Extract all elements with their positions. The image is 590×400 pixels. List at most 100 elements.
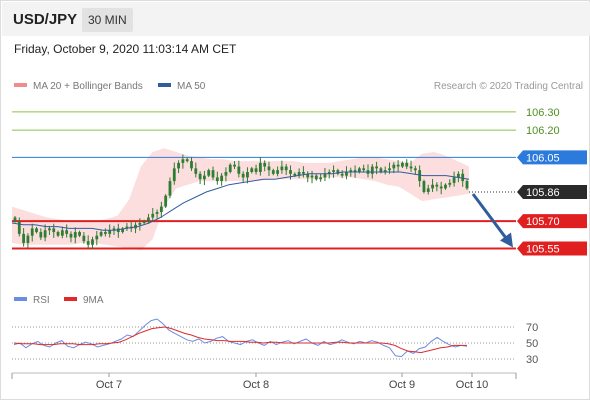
forecast-arrow-head [500, 232, 513, 248]
candle-body [362, 168, 366, 171]
candle-body [86, 241, 90, 245]
candle-body [431, 184, 434, 189]
candle-body [435, 184, 439, 187]
candle-body [233, 164, 236, 167]
candle-body [39, 232, 43, 238]
candle-body [91, 239, 94, 245]
candle-body [306, 173, 310, 178]
timeframe-badge[interactable]: 30 MIN [82, 8, 133, 32]
legend-label-ma20: MA 20 + Bollinger Bands [33, 81, 143, 92]
candle-body [241, 173, 245, 178]
candle-body [422, 181, 426, 193]
candle-body [340, 173, 344, 176]
candle-body [409, 166, 413, 169]
price-tag-text-106-30: 106.30 [526, 107, 560, 119]
candle-body [108, 230, 112, 234]
ma50-line [11, 171, 470, 231]
forecast-arrow-shaft [471, 193, 509, 241]
candles-group [13, 154, 469, 250]
candle-body [444, 184, 447, 189]
candle-body [357, 168, 361, 172]
legend-item-ma20: MA 20 + Bollinger Bands [14, 81, 143, 92]
candle-body [116, 228, 120, 233]
price-tag-105-86 [517, 185, 587, 200]
candle-body [78, 232, 81, 236]
rsi-line [13, 318, 468, 358]
candle-body [254, 168, 258, 172]
x-tick-label-1: Oct 8 [243, 379, 269, 391]
candle-body [159, 206, 163, 213]
candle-body [177, 162, 180, 169]
price-tag-105-55 [517, 241, 587, 256]
price-tag-106-05 [517, 150, 587, 165]
candle-body [250, 168, 254, 172]
legend-label-rsi: RSI [33, 295, 50, 306]
candle-body [48, 228, 51, 231]
candle-body [448, 182, 452, 185]
candle-body [69, 233, 73, 238]
candle-body [258, 162, 262, 172]
9ma-line [13, 326, 467, 354]
candle-body [155, 212, 159, 214]
rsi-swatch [14, 297, 27, 302]
candle-body [142, 221, 146, 223]
candle-body [289, 170, 292, 174]
candle-body [392, 164, 396, 169]
legend-label-ma50: MA 50 [177, 81, 206, 92]
price-tag-text-106-05: 106.05 [526, 152, 560, 164]
candle-body [405, 162, 409, 167]
candle-body [302, 171, 305, 174]
candle-body [211, 170, 215, 178]
credit-text: Research © 2020 Trading Central [433, 81, 583, 92]
candle-body [246, 171, 249, 178]
candle-body [426, 188, 430, 193]
candle-body [336, 170, 340, 174]
symbol-title: USD/JPY [13, 11, 78, 28]
candle-body [43, 230, 47, 238]
candle-body [323, 173, 327, 178]
candle-body [401, 162, 404, 167]
candle-body [465, 181, 469, 189]
candle-body [319, 177, 323, 180]
legend-label-9ma: 9MA [83, 295, 104, 306]
candle-body [284, 166, 288, 171]
candle-body [370, 166, 374, 174]
candle-body [353, 170, 357, 172]
price-tag-text-105-70: 105.70 [526, 216, 560, 228]
candle-body [237, 166, 241, 174]
candle-body [379, 168, 383, 172]
candle-body [456, 173, 460, 178]
rsi-tick-label-70: 70 [526, 322, 538, 334]
candle-body [147, 217, 150, 222]
candle-body [185, 159, 189, 162]
legend-item-9ma: 9MA [64, 295, 104, 306]
candle-body [276, 170, 279, 174]
candle-body [215, 177, 219, 182]
candle-body [452, 177, 456, 183]
candle-body [383, 170, 387, 172]
candle-body [56, 232, 60, 236]
candle-body [60, 230, 64, 236]
candle-body [13, 217, 17, 222]
candle-body [26, 235, 30, 243]
ma20-swatch [14, 83, 27, 88]
candle-body [138, 222, 142, 225]
candle-body [190, 161, 193, 169]
candle-body [267, 166, 271, 171]
candle-body [164, 195, 168, 207]
candle-body [228, 164, 232, 172]
candle-body [82, 235, 86, 242]
candle-body [121, 228, 125, 233]
ma50-swatch [158, 83, 171, 88]
candle-body [224, 171, 228, 176]
candle-body [35, 228, 38, 233]
legend-item-rsi: RSI [14, 295, 50, 306]
candle-body [396, 164, 400, 167]
candle-body [125, 226, 129, 229]
candle-body [52, 228, 56, 233]
candle-body [168, 181, 172, 196]
candle-body [461, 173, 465, 182]
candle-body [280, 166, 284, 171]
candle-body [198, 173, 202, 180]
